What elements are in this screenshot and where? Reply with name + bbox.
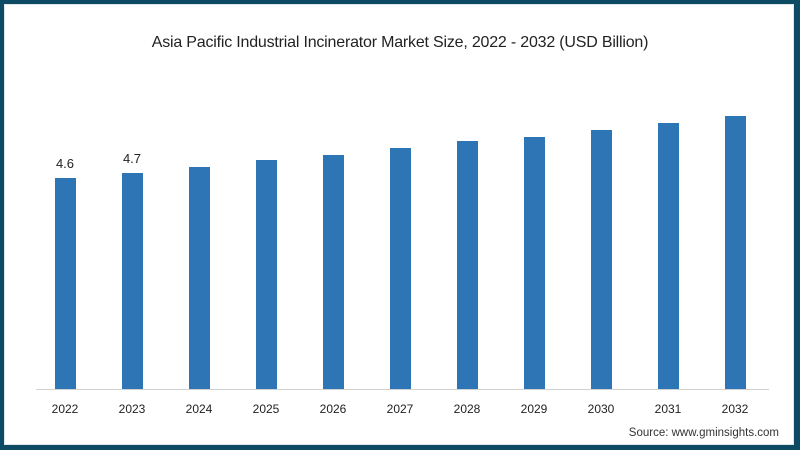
bar-2027 xyxy=(389,148,411,389)
x-tick-label: 2031 xyxy=(654,402,682,416)
x-tick-label: 2026 xyxy=(319,402,347,416)
x-tick-label: 2027 xyxy=(386,402,414,416)
bar-2028 xyxy=(456,141,478,389)
bar-2026 xyxy=(322,155,344,389)
x-tick-label: 2025 xyxy=(252,402,280,416)
x-tick-label: 2029 xyxy=(520,402,548,416)
x-tick-label: 2024 xyxy=(185,402,213,416)
bar-2022 xyxy=(54,178,76,389)
x-tick-label: 2023 xyxy=(118,402,146,416)
x-axis-line xyxy=(36,389,769,390)
data-label-2023: 4.7 xyxy=(122,151,142,166)
bar-2024 xyxy=(188,167,210,389)
x-tick-label: 2022 xyxy=(51,402,79,416)
source-note: Source: www.gminsights.com xyxy=(628,427,779,439)
bar-2023 xyxy=(121,173,143,389)
data-label-2022: 4.6 xyxy=(55,156,75,171)
bar-2029 xyxy=(523,137,545,389)
x-tick-label: 2030 xyxy=(587,402,615,416)
x-tick-label: 2032 xyxy=(721,402,749,416)
bar-2025 xyxy=(255,160,277,389)
bar-2032 xyxy=(724,116,746,389)
x-tick-label: 2028 xyxy=(453,402,481,416)
bar-2030 xyxy=(590,130,612,389)
chart-title: Asia Pacific Industrial Incinerator Mark… xyxy=(151,34,649,51)
bar-2031 xyxy=(657,123,679,389)
